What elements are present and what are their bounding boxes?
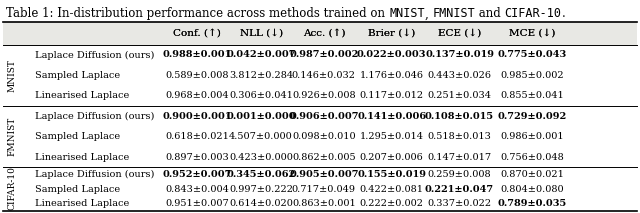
Text: 0.423±0.000: 0.423±0.000 — [229, 153, 293, 161]
Text: Laplace Diffusion (ours): Laplace Diffusion (ours) — [35, 170, 154, 179]
Text: Conf. (↑): Conf. (↑) — [173, 29, 221, 37]
Text: 0.098±0.010: 0.098±0.010 — [292, 132, 356, 141]
Text: 0.518±0.013: 0.518±0.013 — [428, 132, 492, 141]
Text: MNIST: MNIST — [7, 59, 16, 92]
Text: 0.141±0.006: 0.141±0.006 — [357, 112, 426, 121]
Text: 0.986±0.001: 0.986±0.001 — [500, 132, 564, 141]
Text: ECE (↓): ECE (↓) — [438, 29, 481, 37]
Text: Sampled Laplace: Sampled Laplace — [35, 71, 120, 80]
Text: Acc. (↑): Acc. (↑) — [303, 29, 345, 37]
Text: 0.337±0.022: 0.337±0.022 — [428, 199, 492, 208]
Text: 0.906±0.007: 0.906±0.007 — [289, 112, 358, 121]
Text: 0.952±0.007: 0.952±0.007 — [163, 170, 232, 179]
Text: 0.259±0.008: 0.259±0.008 — [428, 170, 492, 179]
Text: 0.863±0.001: 0.863±0.001 — [292, 199, 356, 208]
Text: Laplace Diffusion (ours): Laplace Diffusion (ours) — [35, 112, 154, 121]
Text: 0.900±0.001: 0.900±0.001 — [163, 112, 232, 121]
Text: 0.221±0.047: 0.221±0.047 — [425, 184, 494, 194]
Text: 0.117±0.012: 0.117±0.012 — [360, 91, 424, 100]
Text: 0.042±0.007: 0.042±0.007 — [227, 50, 296, 59]
Text: Laplace Diffusion (ours): Laplace Diffusion (ours) — [35, 50, 154, 59]
Text: 0.987±0.002: 0.987±0.002 — [289, 50, 358, 59]
Text: Linearised Laplace: Linearised Laplace — [35, 199, 129, 208]
Text: 0.985±0.002: 0.985±0.002 — [500, 71, 564, 80]
Text: 0.717±0.049: 0.717±0.049 — [292, 184, 356, 194]
Text: FMNIST: FMNIST — [7, 117, 16, 156]
Text: Brier (↓): Brier (↓) — [368, 29, 415, 37]
Text: 0.756±0.048: 0.756±0.048 — [500, 153, 564, 161]
Text: 0.905±0.007: 0.905±0.007 — [289, 170, 358, 179]
Text: .: . — [561, 7, 565, 20]
Text: ECE (↓): ECE (↓) — [438, 29, 481, 37]
Text: MCE (↓): MCE (↓) — [509, 29, 556, 37]
Text: Linearised Laplace: Linearised Laplace — [35, 153, 129, 161]
Text: 0.997±0.222: 0.997±0.222 — [229, 184, 293, 194]
Text: 0.843±0.004: 0.843±0.004 — [165, 184, 229, 194]
Text: Acc. (↑): Acc. (↑) — [303, 29, 345, 37]
Text: NLL (↓): NLL (↓) — [239, 29, 283, 37]
Text: 0.968±0.004: 0.968±0.004 — [165, 91, 229, 100]
Text: 0.897±0.003: 0.897±0.003 — [165, 153, 229, 161]
Text: 0.137±0.019: 0.137±0.019 — [425, 50, 494, 59]
Text: 0.862±0.005: 0.862±0.005 — [292, 153, 356, 161]
Text: 0.422±0.081: 0.422±0.081 — [360, 184, 424, 194]
Text: 0.251±0.034: 0.251±0.034 — [428, 91, 492, 100]
Text: Linearised Laplace: Linearised Laplace — [35, 91, 129, 100]
Text: Table 1: In-distribution performance across methods trained on: Table 1: In-distribution performance acr… — [6, 7, 389, 20]
Text: NLL (↓): NLL (↓) — [239, 29, 283, 37]
Text: 0.001±0.000: 0.001±0.000 — [227, 112, 296, 121]
Text: 0.789±0.035: 0.789±0.035 — [498, 199, 567, 208]
Text: 0.951±0.007: 0.951±0.007 — [165, 199, 229, 208]
Text: 0.207±0.006: 0.207±0.006 — [360, 153, 424, 161]
Text: 0.155±0.019: 0.155±0.019 — [357, 170, 426, 179]
Text: Sampled Laplace: Sampled Laplace — [35, 132, 120, 141]
Text: 1.295±0.014: 1.295±0.014 — [360, 132, 424, 141]
Text: 0.926±0.008: 0.926±0.008 — [292, 91, 356, 100]
Text: 0.108±0.015: 0.108±0.015 — [425, 112, 494, 121]
Text: 0.345±0.062: 0.345±0.062 — [227, 170, 296, 179]
Text: 0.443±0.026: 0.443±0.026 — [428, 71, 492, 80]
Text: FMNIST: FMNIST — [432, 7, 475, 20]
Text: 0.147±0.017: 0.147±0.017 — [428, 153, 492, 161]
Text: 0.855±0.041: 0.855±0.041 — [500, 91, 564, 100]
Text: 0.804±0.080: 0.804±0.080 — [500, 184, 564, 194]
Text: ,: , — [425, 7, 432, 20]
Text: 0.022±0.003: 0.022±0.003 — [357, 50, 426, 59]
Text: 0.618±0.021: 0.618±0.021 — [165, 132, 229, 141]
Text: 3.812±0.284: 3.812±0.284 — [229, 71, 293, 80]
Text: 0.306±0.041: 0.306±0.041 — [229, 91, 293, 100]
Bar — [3, 22, 637, 45]
Text: and: and — [475, 7, 504, 20]
Text: 0.775±0.043: 0.775±0.043 — [498, 50, 567, 59]
Text: 0.988±0.001: 0.988±0.001 — [163, 50, 232, 59]
Text: Conf. (↑): Conf. (↑) — [173, 29, 221, 37]
Text: MNIST: MNIST — [389, 7, 425, 20]
Text: CIFAR-10: CIFAR-10 — [504, 7, 561, 20]
Text: Sampled Laplace: Sampled Laplace — [35, 184, 120, 194]
Text: 0.614±0.020: 0.614±0.020 — [229, 199, 293, 208]
Text: 0.729±0.092: 0.729±0.092 — [498, 112, 567, 121]
Text: 0.870±0.021: 0.870±0.021 — [500, 170, 564, 179]
Text: 1.176±0.046: 1.176±0.046 — [360, 71, 424, 80]
Text: MCE (↓): MCE (↓) — [509, 29, 556, 37]
Text: 0.222±0.002: 0.222±0.002 — [360, 199, 424, 208]
Text: 0.146±0.032: 0.146±0.032 — [292, 71, 356, 80]
Text: 0.589±0.008: 0.589±0.008 — [165, 71, 229, 80]
Text: Brier (↓): Brier (↓) — [368, 29, 415, 37]
Text: 4.507±0.000: 4.507±0.000 — [229, 132, 293, 141]
Text: CIFAR-10: CIFAR-10 — [7, 167, 16, 210]
